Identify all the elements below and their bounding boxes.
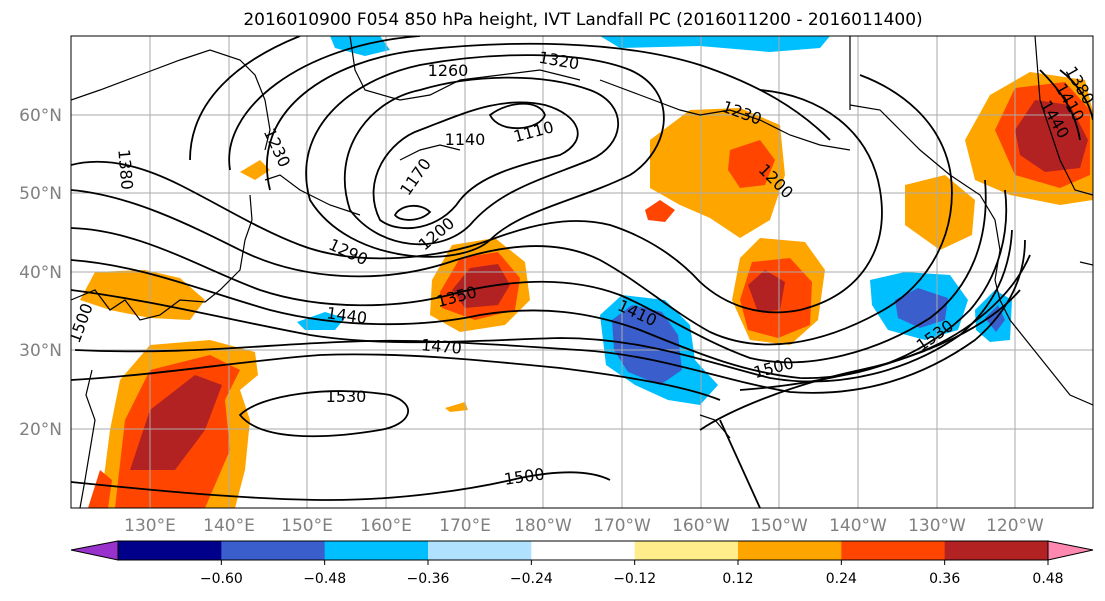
colorbar-ticks: −0.60 −0.48 −0.36 −0.24 −0.12 0.12 0.24 0.36 0.4…	[200, 560, 1064, 587]
lon-label: 140°W	[829, 516, 887, 536]
colorbar-segment	[738, 541, 842, 560]
lon-label: 140°E	[203, 516, 255, 536]
colorbar-segment	[841, 541, 946, 560]
colorbar-tick-label: 0.24	[826, 571, 857, 587]
coastlines	[71, 36, 1093, 508]
colorbar-segment	[634, 541, 739, 560]
lat-label: 50°N	[19, 184, 62, 204]
colorbar-segments	[118, 541, 1049, 560]
lat-label: 60°N	[19, 106, 62, 126]
map-frame	[70, 35, 1094, 509]
lon-label: 130°E	[124, 516, 176, 536]
colorbar-extend-high	[1047, 540, 1094, 561]
colorbar-segment	[428, 541, 532, 560]
colorbar-segment	[531, 541, 636, 560]
colorbar-segment	[118, 541, 222, 560]
colorbar-tick-label: 0.12	[722, 571, 753, 587]
map-area: 1260 1320 1140 1110 1230 1170 1200 1290 …	[71, 36, 1093, 508]
lon-label: 170°W	[593, 516, 651, 536]
positive-anomaly-shading	[80, 72, 1093, 508]
colorbar-segment	[221, 541, 326, 560]
colorbar-frame	[117, 540, 1049, 561]
lon-label: 160°W	[672, 516, 730, 536]
colorbar-tick-label: 0.48	[1032, 571, 1063, 587]
contour-label: 1470	[420, 335, 462, 357]
colorbar-tick-label: 0.36	[929, 571, 960, 587]
colorbar-extend-low	[70, 540, 119, 561]
lon-label: 150°W	[750, 516, 808, 536]
lon-label: 160°E	[360, 516, 412, 536]
lon-label: 170°E	[439, 516, 491, 536]
map-title: 2016010900 F054 850 hPa height, IVT Land…	[243, 10, 922, 30]
contour-label: 1380	[114, 148, 136, 190]
colorbar-tick-label: −0.36	[407, 571, 450, 587]
lat-label: 30°N	[19, 341, 62, 361]
latitude-labels: 60°N 50°N 40°N 30°N 20°N	[19, 106, 62, 440]
colorbar-tick-label: −0.24	[510, 571, 553, 587]
colorbar: −0.60 −0.48 −0.36 −0.24 −0.12 0.12 0.24 0.36 0.4…	[70, 540, 1094, 587]
lon-label: 180°W	[514, 516, 572, 536]
lon-label: 150°E	[281, 516, 333, 536]
lon-label: 130°W	[908, 516, 966, 536]
lat-label: 40°N	[19, 263, 62, 283]
height-contours	[71, 36, 1093, 508]
colorbar-tick-label: −0.48	[303, 571, 346, 587]
contour-label: 1140	[445, 130, 486, 149]
contour-label: 1530	[326, 387, 367, 406]
colorbar-segment	[324, 541, 429, 560]
lat-label: 20°N	[19, 420, 62, 440]
lon-label: 120°W	[986, 516, 1044, 536]
colorbar-segment	[944, 541, 1049, 560]
colorbar-tick-label: −0.12	[613, 571, 656, 587]
colorbar-tick-label: −0.60	[200, 571, 243, 587]
contour-label: 1260	[428, 61, 469, 80]
longitude-labels: 130°E 140°E 150°E 160°E 170°E 180°W 170°…	[124, 516, 1044, 536]
